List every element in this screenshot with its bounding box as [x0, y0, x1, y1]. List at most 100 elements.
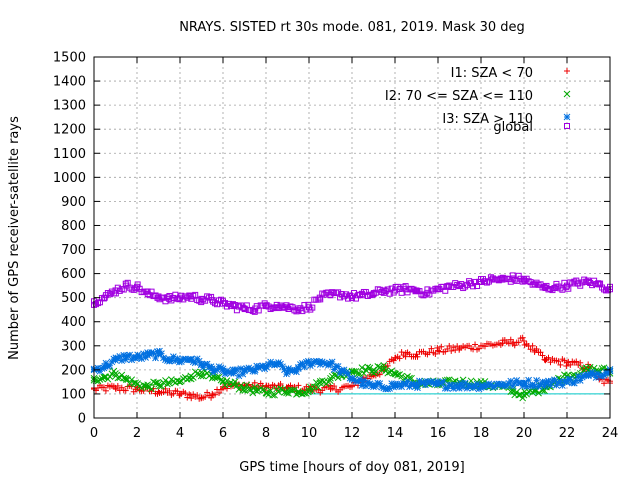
data-point	[529, 342, 536, 349]
data-point	[571, 278, 578, 285]
data-point	[214, 301, 221, 308]
data-point	[354, 370, 362, 378]
y-tick-label: 200	[61, 363, 86, 378]
data-point	[350, 368, 358, 375]
data-point	[509, 272, 516, 279]
data-point	[331, 383, 338, 390]
data-point	[515, 339, 522, 346]
y-tick-label: 900	[61, 195, 86, 210]
data-point	[478, 342, 484, 349]
data-point	[359, 379, 367, 387]
y-tick-label: 1400	[53, 75, 86, 90]
data-point	[499, 380, 506, 388]
data-point	[295, 305, 302, 312]
data-point	[327, 360, 334, 368]
data-point	[384, 369, 392, 377]
data-point	[414, 353, 421, 360]
data-point	[96, 299, 103, 306]
data-point	[148, 385, 155, 393]
data-point	[418, 291, 425, 298]
data-point	[359, 292, 366, 299]
data-point	[402, 286, 409, 293]
data-point	[186, 292, 193, 299]
data-point	[445, 283, 452, 290]
data-point	[284, 386, 291, 394]
data-point	[184, 394, 191, 401]
data-point	[462, 283, 469, 290]
data-point	[160, 389, 167, 396]
data-point	[384, 286, 391, 293]
data-point	[384, 362, 391, 369]
data-point	[432, 350, 439, 357]
data-point	[376, 363, 384, 371]
x-tick-label: 4	[176, 426, 184, 441]
data-point	[467, 280, 474, 287]
x-tick-label: 6	[219, 426, 227, 441]
data-point	[284, 304, 291, 311]
data-point	[133, 354, 141, 362]
data-point	[597, 280, 604, 287]
data-point	[155, 350, 162, 358]
data-point	[301, 389, 308, 397]
legend-label-i2: I2: 70 <= SZA <= 110	[385, 89, 533, 104]
data-point	[230, 380, 238, 388]
data-point	[174, 388, 181, 395]
data-point	[510, 275, 517, 282]
data-point	[381, 287, 388, 294]
x-tick-label: 12	[344, 426, 361, 441]
data-point	[241, 367, 248, 375]
data-point	[515, 391, 523, 399]
data-point	[406, 286, 413, 293]
data-point	[96, 376, 104, 383]
data-point	[337, 294, 344, 301]
data-point	[202, 393, 209, 400]
data-point	[542, 285, 549, 292]
data-point	[358, 364, 366, 371]
data-point	[299, 359, 306, 367]
x-tick-label: 14	[387, 426, 404, 441]
data-point	[438, 343, 445, 350]
series-4	[91, 272, 613, 315]
data-point	[574, 280, 581, 287]
data-point	[448, 347, 455, 354]
data-point	[295, 382, 302, 389]
data-point	[309, 304, 316, 311]
data-point	[209, 297, 216, 304]
data-point	[208, 374, 216, 382]
data-point	[370, 366, 377, 374]
data-point	[140, 387, 147, 394]
data-point	[391, 370, 399, 377]
data-point	[545, 354, 552, 361]
data-point	[380, 384, 388, 392]
data-point	[281, 389, 288, 396]
data-point	[434, 380, 442, 388]
axis-ticks: 0100200300400500600700800900100011001200…	[53, 51, 618, 442]
data-point	[527, 346, 534, 353]
data-point	[380, 365, 388, 373]
legend-marker-3	[563, 113, 571, 121]
data-point	[567, 361, 574, 368]
data-point	[122, 353, 130, 360]
data-point	[233, 307, 240, 314]
data-point	[557, 361, 564, 368]
data-point	[329, 289, 336, 296]
data-point	[390, 369, 398, 377]
data-point	[112, 356, 119, 364]
data-point	[166, 295, 173, 302]
data-point	[551, 284, 558, 291]
data-point	[220, 300, 226, 307]
data-point	[138, 384, 145, 392]
data-point	[366, 364, 374, 372]
data-point	[497, 275, 504, 282]
data-point	[252, 305, 259, 312]
data-point	[557, 285, 564, 292]
data-point	[187, 355, 195, 363]
legend-marker-1	[564, 68, 570, 74]
data-point	[219, 378, 227, 386]
data-point	[370, 383, 377, 391]
data-point	[574, 372, 582, 380]
data-point	[262, 389, 270, 397]
data-point	[263, 303, 269, 310]
data-point	[176, 296, 183, 303]
data-point	[489, 275, 496, 282]
